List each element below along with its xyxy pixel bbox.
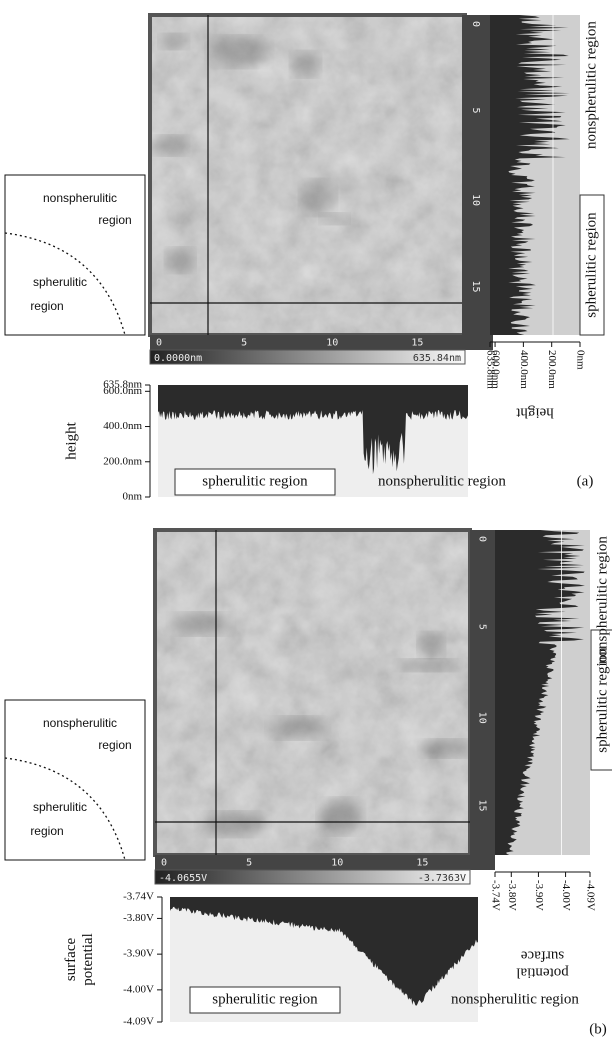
side-tick-label: -3.74V [489,880,501,911]
x-tick-label: 15 [416,858,428,869]
side-tick-label: 0nm [574,350,586,370]
boundary-arc [4,232,126,336]
side-region-label: spherulitic region [583,212,599,318]
afm-feature [159,34,188,49]
side-tick-label: -3.80V [506,880,518,911]
side-region-label: nonspherulitic region [594,536,610,664]
colorbar [149,349,466,365]
x-tick-label: 10 [326,338,338,349]
y-tick-label: -3.90V [123,948,154,960]
right-strip [462,15,490,335]
afm-feature [166,248,195,272]
region-label: spherulitic region [212,991,318,1007]
x-tick-label: 5 [241,338,247,349]
y-tick-label: -4.00V [123,983,154,995]
y-tick-label: 15 [477,800,488,812]
y-tick-label: 0 [470,21,481,27]
y-tick-label: 15 [470,280,481,292]
y-tick-label: 10 [470,194,481,206]
side-axis-title: height [515,405,553,421]
region-box [174,468,336,496]
y-tick-label: 400.0nm [103,420,142,432]
side-tick-label: -4.09V [584,880,596,911]
afm-feature [210,37,269,67]
afm-feature [421,739,473,757]
panel-label: (a) [577,473,594,489]
y-tick-label: -3.80V [123,912,154,924]
afm-feature [291,51,320,77]
inset-box [4,174,146,336]
afm-feature [301,181,335,215]
colorbar-min-label: -4.0655V [159,873,207,884]
side-tick-label: 635.8nm [484,350,496,389]
side-axis-title: surface [521,948,565,964]
side-profile [490,15,570,335]
afm-feature [153,135,187,156]
side-tick-label: 200.0nm [546,350,558,389]
side-profile [495,530,585,855]
side-tick-label: -3.90V [533,880,545,911]
afm-feature [171,613,231,635]
panel-label: (b) [589,1021,607,1037]
inset-label: nonspherulitic [43,191,117,205]
inset-label: nonspherulitic [43,716,117,730]
inset-label: spherulitic [33,275,87,289]
colorbar-max-label: -3.7363V [418,873,466,884]
side-tick-label: -4.00V [560,880,572,911]
region-box [590,629,612,771]
y-tick-label: -4.09V [123,1016,154,1028]
y-tick-label: 0 [477,536,488,542]
afm-feature [397,659,458,672]
y-tick-label: 200.0nm [103,455,142,467]
region-label: nonspherulitic region [378,473,506,489]
y-tick-label: 635.8nm [103,379,142,391]
region-box [579,194,605,336]
inset-box [4,699,146,861]
region-box [189,986,341,1014]
boundary-arc [4,757,126,861]
y-tick-label: -3.74V [123,891,154,903]
inset-label: region [98,213,131,227]
afm-feature [321,213,349,225]
side-region-label: nonspherulitic region [583,21,599,149]
right-strip [470,530,495,855]
x-tick-label: 15 [411,338,423,349]
x-tick-label: 10 [331,858,343,869]
x-tick-label: 5 [246,858,252,869]
colorbar-max-label: 635.84nm [413,353,461,364]
x-tick-label: 0 [156,338,162,349]
inset-label: spherulitic [33,800,87,814]
afm-feature [200,812,266,836]
y-tick-label: 600.0nm [103,385,142,397]
colorbar-min-label: 0.0000nm [154,353,202,364]
y-tick-label: 10 [477,712,488,724]
inset-label: region [30,824,63,838]
y-tick-label: 5 [470,107,481,113]
side-tick-label: 600.0nm [490,350,502,389]
line-profile [170,897,478,1006]
x-tick-label: 0 [161,858,167,869]
axis-title: potential [80,933,96,986]
bottom-strip [155,855,495,870]
bottom-strip [150,335,493,350]
y-tick-label: 5 [477,624,488,630]
afm-feature [319,799,362,834]
afm-texture [155,530,470,855]
side-region-label: spherulitic region [594,647,610,753]
afm-feature [269,717,326,739]
line-profile [158,385,468,475]
region-label: nonspherulitic region [451,991,579,1007]
axis-title: height [63,421,79,459]
side-axis-title: potential [516,965,569,981]
inset-label: region [30,299,63,313]
colorbar [154,869,471,885]
axis-title: surface [63,938,79,982]
y-tick-label: 0nm [122,491,142,503]
region-label: spherulitic region [202,473,308,489]
side-tick-label: 400.0nm [518,350,530,389]
afm-feature [418,633,444,657]
inset-label: region [98,738,131,752]
